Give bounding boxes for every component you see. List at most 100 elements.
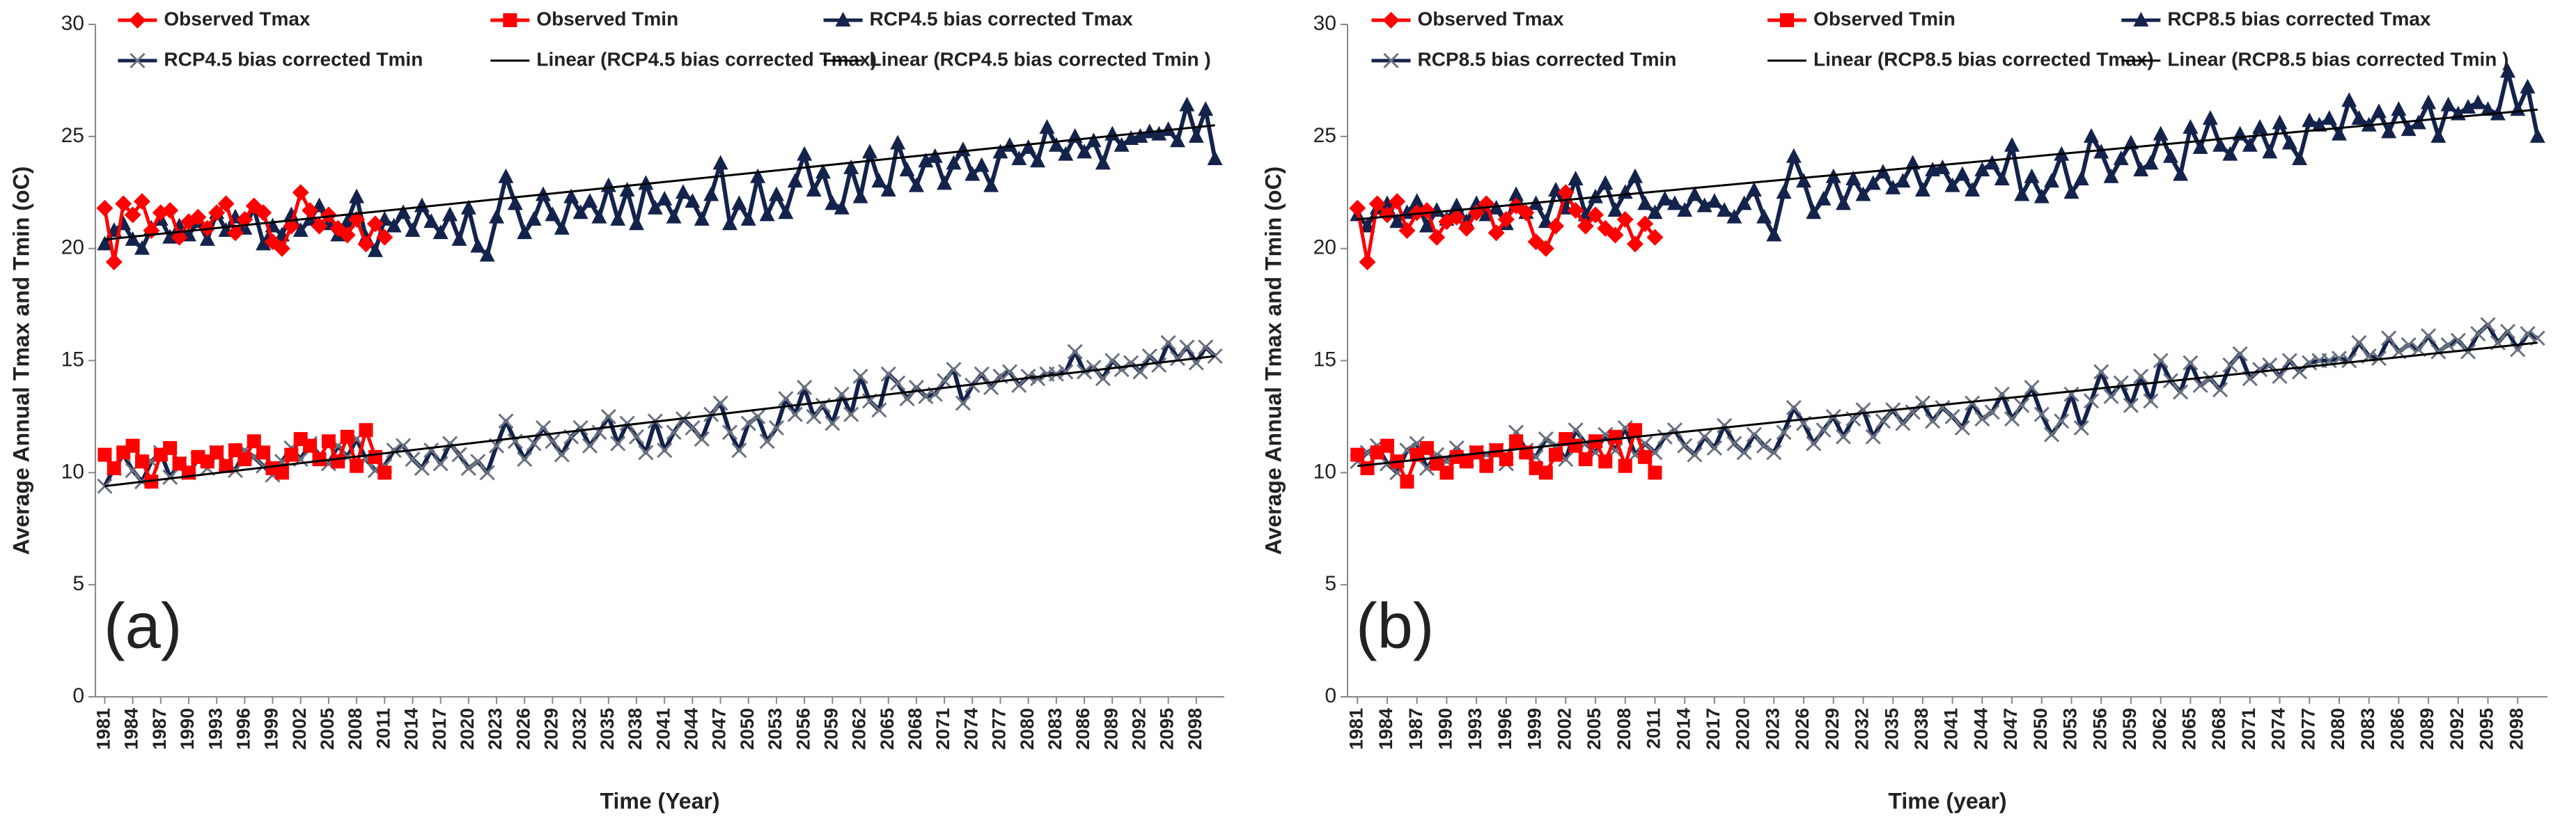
- marker: [460, 460, 476, 476]
- marker: [1141, 123, 1157, 139]
- marker: [545, 433, 561, 449]
- x-tick-label: 1996: [1494, 708, 1515, 750]
- x-tick-label: 2020: [1733, 708, 1754, 750]
- x-tick-label: 2050: [2030, 708, 2051, 750]
- marker: [843, 159, 859, 174]
- marker: [105, 253, 123, 270]
- marker: [1449, 197, 1465, 213]
- marker: [386, 217, 402, 233]
- marker: [489, 208, 505, 224]
- x-tick-label: 2062: [2149, 708, 2170, 750]
- marker: [1179, 96, 1195, 111]
- marker: [1030, 153, 1046, 168]
- x-tick-label: 2068: [2208, 708, 2229, 750]
- marker: [2410, 114, 2426, 130]
- x-tick-label: 2008: [1614, 708, 1634, 750]
- marker: [1360, 461, 1375, 475]
- marker: [852, 368, 868, 385]
- marker: [1086, 360, 1102, 376]
- marker: [768, 186, 784, 201]
- marker: [1350, 447, 1365, 462]
- marker: [2043, 426, 2060, 442]
- marker: [1086, 132, 1102, 148]
- marker: [1568, 170, 1584, 185]
- marker: [937, 175, 953, 190]
- marker: [451, 447, 467, 463]
- legend-label: RCP4.5 bias corrected Tmax: [870, 8, 1134, 29]
- marker: [1458, 219, 1475, 237]
- marker: [377, 465, 392, 480]
- marker: [750, 168, 766, 183]
- marker: [657, 190, 673, 206]
- x-tick-label: 2014: [1673, 708, 1694, 750]
- marker: [2430, 128, 2446, 143]
- marker: [2499, 323, 2516, 339]
- y-tick-label: 25: [1313, 124, 1336, 147]
- x-tick-label: 2059: [820, 708, 841, 750]
- marker: [797, 146, 813, 161]
- marker: [2123, 134, 2139, 150]
- marker: [908, 177, 924, 192]
- marker: [1567, 201, 1584, 219]
- marker: [2252, 118, 2268, 134]
- marker: [1538, 465, 1553, 480]
- x-tick-label: 2044: [1970, 708, 1991, 750]
- x-tick-label: 1987: [149, 708, 170, 750]
- marker: [1648, 465, 1662, 480]
- marker: [638, 445, 654, 461]
- marker: [797, 380, 813, 396]
- marker: [880, 182, 896, 197]
- marker: [2162, 148, 2178, 163]
- marker: [432, 456, 448, 472]
- marker: [1786, 399, 1802, 416]
- marker: [1067, 344, 1083, 360]
- x-tick-label: 2068: [905, 708, 926, 750]
- x-tick-label: 2002: [1554, 708, 1575, 750]
- marker: [2083, 128, 2099, 143]
- x-tick-label: 2008: [345, 708, 366, 750]
- marker: [1418, 201, 1435, 219]
- x-tick-label: 2032: [569, 708, 590, 750]
- marker: [163, 440, 178, 455]
- marker: [1786, 148, 1802, 163]
- marker: [1974, 162, 1990, 177]
- x-tick-label: 2035: [597, 708, 618, 750]
- marker: [2212, 382, 2228, 398]
- x-tick-label: 2062: [849, 708, 870, 750]
- marker: [806, 408, 822, 424]
- x-tick-label: 2023: [485, 708, 506, 750]
- x-tick-label: 2071: [2238, 708, 2259, 750]
- marker: [1151, 125, 1167, 141]
- marker: [1048, 137, 1064, 152]
- marker: [1736, 195, 1752, 210]
- marker: [581, 438, 598, 454]
- x-tick-label: 2053: [2060, 708, 2081, 750]
- x-tick-label: 1999: [261, 708, 282, 750]
- marker: [927, 148, 943, 163]
- marker: [1895, 173, 1911, 188]
- marker: [357, 236, 375, 253]
- panel-label: (a): [104, 590, 182, 661]
- x-tick-label: 2092: [1129, 708, 1150, 750]
- marker: [2391, 101, 2407, 116]
- marker: [1706, 440, 1722, 456]
- marker: [861, 144, 877, 159]
- marker: [1776, 184, 1792, 199]
- marker: [236, 210, 253, 228]
- marker: [629, 215, 645, 231]
- x-tick-label: 2074: [2268, 708, 2289, 750]
- legend-label: Linear (RCP8.5 bias corrected Tmax): [1813, 48, 2154, 70]
- marker: [554, 447, 570, 463]
- marker: [628, 429, 645, 445]
- marker: [1954, 419, 1970, 436]
- x-tick-label: 1993: [205, 708, 226, 750]
- marker: [125, 231, 141, 246]
- x-tick-label: 2086: [1072, 708, 1093, 750]
- x-tick-label: 2065: [877, 708, 898, 750]
- marker: [2073, 170, 2089, 185]
- marker: [507, 195, 523, 210]
- marker: [320, 206, 337, 224]
- x-tick-label: 2038: [1911, 708, 1932, 750]
- x-tick-label: 2023: [1762, 708, 1783, 750]
- legend-marker: [130, 52, 146, 69]
